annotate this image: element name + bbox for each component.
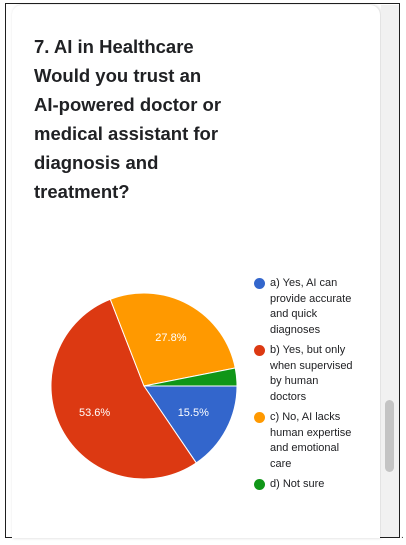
legend-label-line: by human bbox=[270, 375, 319, 387]
legend-label-b: b) Yes, but only when supervised by huma… bbox=[270, 343, 366, 405]
pie-slice-d[interactable] bbox=[143, 367, 238, 387]
legend-label-line: b) Yes, but only bbox=[270, 344, 346, 356]
legend-label-d: d) Not sure bbox=[270, 477, 366, 493]
trailing-mark: . bbox=[401, 530, 404, 541]
question-title: 7. AI in Healthcare Would you trust an A… bbox=[34, 32, 254, 206]
legend-label-line: human expertise bbox=[270, 426, 352, 439]
pie-slice-c[interactable] bbox=[109, 292, 236, 387]
pie-slice-b[interactable] bbox=[50, 298, 197, 480]
pie-value-label-a: 15.5% bbox=[178, 407, 209, 419]
legend-label-line: doctors bbox=[270, 390, 307, 403]
legend-label-line: care bbox=[270, 457, 292, 470]
legend-label-a: a) Yes, AI can provide accurate and quic… bbox=[270, 276, 366, 338]
question-title-line: Would you trust an bbox=[34, 65, 202, 86]
legend-swatch-b bbox=[254, 345, 265, 356]
legend-label-line: provide accurate bbox=[270, 292, 352, 305]
legend-swatch-d bbox=[254, 479, 265, 490]
question-title-line: diagnosis and bbox=[34, 152, 159, 173]
legend-label-line: and quick bbox=[270, 308, 318, 320]
legend-label-line: diagnoses bbox=[270, 323, 321, 336]
legend-label-line: when supervised bbox=[270, 359, 353, 372]
question-title-line: 7. AI in Healthcare bbox=[34, 36, 194, 57]
pie-chart: 15.5% 53.6% 27.8% bbox=[50, 292, 238, 480]
legend-item-c[interactable]: c) No, AI lacks human expertise and emot… bbox=[254, 410, 366, 472]
pie-slice-a[interactable] bbox=[143, 385, 238, 464]
scrollbar-thumb[interactable] bbox=[385, 400, 394, 472]
question-title-line: AI-powered doctor or bbox=[34, 94, 222, 115]
pie-value-label-b: 53.6% bbox=[79, 407, 110, 419]
chart-legend: a) Yes, AI can provide accurate and quic… bbox=[254, 276, 366, 498]
legend-label-line: d) Not sure bbox=[270, 478, 325, 490]
legend-item-a[interactable]: a) Yes, AI can provide accurate and quic… bbox=[254, 276, 366, 338]
legend-label-line: c) No, AI lacks bbox=[270, 411, 341, 423]
legend-item-d[interactable]: d) Not sure bbox=[254, 477, 366, 493]
legend-label-c: c) No, AI lacks human expertise and emot… bbox=[270, 410, 366, 472]
question-title-line: treatment? bbox=[34, 181, 130, 202]
legend-item-b[interactable]: b) Yes, but only when supervised by huma… bbox=[254, 343, 366, 405]
legend-label-line: a) Yes, AI can bbox=[270, 277, 338, 289]
legend-swatch-a bbox=[254, 278, 265, 289]
pie-value-label-c: 27.8% bbox=[155, 332, 186, 344]
question-title-line: medical assistant for bbox=[34, 123, 219, 144]
legend-label-line: and emotional bbox=[270, 442, 340, 454]
legend-swatch-c bbox=[254, 412, 265, 423]
